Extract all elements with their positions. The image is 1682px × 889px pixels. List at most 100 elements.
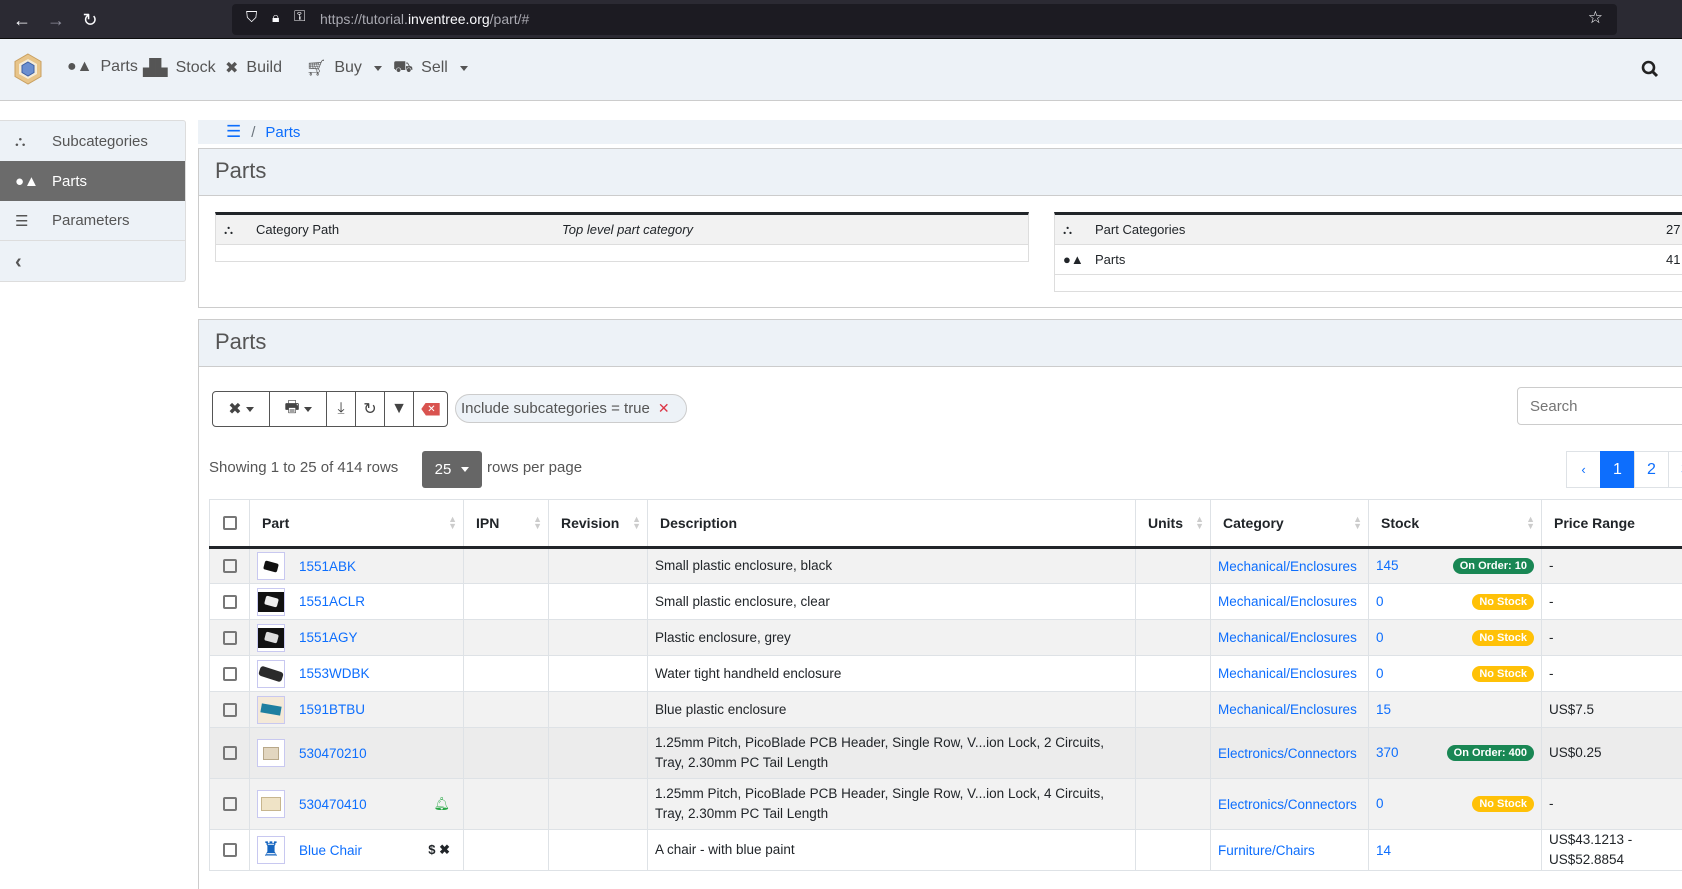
page-1-button[interactable]: 1 (1600, 451, 1635, 488)
part-link[interactable]: 1551ACLR (299, 594, 365, 609)
sidebar-collapse-button[interactable]: ‹ (0, 242, 185, 282)
stock-link[interactable]: 14 (1376, 843, 1391, 858)
table-row[interactable]: 1551ACLR Small plastic enclosure, clear … (210, 584, 1682, 620)
part-thumbnail: ♜ (257, 836, 285, 864)
table-row[interactable]: ♜Blue Chair$ ✖ A chair - with blue paint… (210, 830, 1682, 871)
column-header[interactable]: Price Range (1542, 500, 1682, 548)
url-text[interactable]: https://tutorial.inventree.org/part/# (320, 11, 529, 27)
category-link[interactable]: Electronics/Connectors (1218, 746, 1357, 761)
search-icon[interactable] (1641, 60, 1659, 78)
url-bar[interactable]: ⛉ 🔒︎ ⚿ https://tutorial.inventree.org/pa… (232, 4, 1617, 35)
sitemap-icon: ⛬ (0, 133, 52, 150)
search-input[interactable] (1517, 387, 1682, 425)
page-size-dropdown[interactable]: 25 (422, 451, 482, 488)
category-link[interactable]: Mechanical/Enclosures (1218, 559, 1357, 574)
row-select-cell (210, 779, 250, 830)
truck-icon: ⛟ (393, 58, 413, 78)
sidebar-item-parameters[interactable]: ☰Parameters (0, 201, 185, 241)
key-icon[interactable]: ⚿ (294, 8, 305, 25)
row-checkbox[interactable] (223, 559, 237, 573)
column-header[interactable]: IPN▲▼ (464, 500, 549, 548)
stock-link[interactable]: 0 (1376, 796, 1384, 811)
select-all-checkbox[interactable] (223, 516, 237, 530)
row-checkbox[interactable] (223, 797, 237, 811)
page-3-button[interactable]: 3 (1668, 451, 1682, 488)
print-dropdown-button[interactable]: 🖶︎ (270, 392, 327, 426)
tools-icon: ✖ (439, 842, 450, 857)
part-link[interactable]: 1553WDBK (299, 666, 370, 681)
hamburger-icon[interactable]: ☰ (226, 122, 241, 142)
inventree-logo[interactable] (13, 53, 43, 85)
reload-icon[interactable]: ↻ (78, 8, 102, 32)
shield-icon[interactable]: ⛉ (246, 9, 257, 26)
stock-link[interactable]: 0 (1376, 630, 1384, 645)
category-link[interactable]: Mechanical/Enclosures (1218, 594, 1357, 609)
table-row[interactable]: 1551AGY Plastic enclosure, grey Mechanic… (210, 620, 1682, 656)
table-row[interactable]: 530470210 1.25mm Pitch, PicoBlade PCB He… (210, 728, 1682, 779)
part-cell: 530470210 (250, 728, 464, 779)
stock-link[interactable]: 0 (1376, 666, 1384, 681)
sidebar-item-parts[interactable]: ●▲Parts (0, 161, 185, 201)
column-header[interactable]: Part▲▼ (250, 500, 464, 548)
empty-row (216, 245, 1028, 262)
nav-buy[interactable]: 🛒︎Buy (306, 58, 382, 78)
stock-link[interactable]: 145 (1376, 558, 1399, 573)
table-row[interactable]: 530470410🔔︎ 1.25mm Pitch, PicoBlade PCB … (210, 779, 1682, 830)
filter-chip[interactable]: Include subcategories = true ✕ (455, 394, 687, 423)
column-header[interactable]: Stock▲▼ (1369, 500, 1542, 548)
category-link[interactable]: Furniture/Chairs (1218, 843, 1315, 858)
stock-link[interactable]: 370 (1376, 745, 1399, 760)
page-2-button[interactable]: 2 (1634, 451, 1669, 488)
price-range-cell: - (1542, 779, 1682, 830)
units-cell (1136, 620, 1211, 656)
category-link[interactable]: Mechanical/Enclosures (1218, 666, 1357, 681)
part-link[interactable]: 530470210 (299, 746, 367, 761)
back-icon[interactable]: ← (10, 8, 34, 32)
remove-filter-icon[interactable]: ✕ (658, 400, 670, 417)
column-header[interactable]: Description (648, 500, 1136, 548)
table-row[interactable]: 1591BTBU Blue plastic enclosure Mechanic… (210, 692, 1682, 728)
row-checkbox[interactable] (223, 703, 237, 717)
bookmark-star-icon[interactable]: ☆ (1588, 8, 1603, 28)
category-path-label: Category Path (256, 222, 562, 237)
sort-icon: ▲▼ (1353, 516, 1362, 530)
stock-link[interactable]: 0 (1376, 594, 1384, 609)
column-header[interactable]: Category▲▼ (1211, 500, 1369, 548)
nav-sell[interactable]: ⛟Sell (393, 58, 468, 78)
part-link[interactable]: 1551AGY (299, 630, 358, 645)
table-row[interactable]: 1551ABK Small plastic enclosure, black M… (210, 548, 1682, 584)
sidebar-item-label: Parts (52, 173, 87, 190)
row-checkbox[interactable] (223, 843, 237, 857)
column-header[interactable]: Revision▲▼ (549, 500, 648, 548)
stock-link[interactable]: 15 (1376, 702, 1391, 717)
part-thumbnail (257, 660, 285, 688)
sidebar-item-label: Subcategories (52, 133, 148, 150)
category-link[interactable]: Mechanical/Enclosures (1218, 630, 1357, 645)
nav-parts[interactable]: ●▲Parts (67, 58, 138, 76)
filter-button[interactable]: ▼ (385, 392, 414, 426)
category-link[interactable]: Mechanical/Enclosures (1218, 702, 1357, 717)
nav-build[interactable]: ✖Build (225, 58, 282, 78)
part-link[interactable]: 1551ABK (299, 559, 356, 574)
sidebar-item-subcategories[interactable]: ⛬Subcategories (0, 121, 185, 161)
part-link[interactable]: 530470410 (299, 797, 367, 812)
category-link[interactable]: Electronics/Connectors (1218, 797, 1357, 812)
download-button[interactable]: ⤓ (327, 392, 356, 426)
refresh-button[interactable]: ↻ (356, 392, 385, 426)
part-link[interactable]: 1591BTBU (299, 702, 365, 717)
nav-stock[interactable]: ▟▙Stock (143, 58, 216, 78)
row-checkbox[interactable] (223, 631, 237, 645)
clear-filters-button[interactable]: ✕ (414, 392, 447, 426)
part-link[interactable]: Blue Chair (299, 843, 362, 858)
page-prev-button[interactable]: ‹ (1566, 451, 1601, 488)
row-checkbox[interactable] (223, 595, 237, 609)
breadcrumb-parts-link[interactable]: Parts (265, 124, 300, 141)
forward-icon[interactable]: → (44, 8, 68, 32)
lock-icon[interactable]: 🔒︎ (272, 9, 279, 26)
row-checkbox[interactable] (223, 746, 237, 760)
column-header[interactable]: Units▲▼ (1136, 500, 1211, 548)
row-checkbox[interactable] (223, 667, 237, 681)
options-dropdown-button[interactable]: ✖ (213, 392, 270, 426)
table-row[interactable]: 1553WDBK Water tight handheld enclosure … (210, 656, 1682, 692)
